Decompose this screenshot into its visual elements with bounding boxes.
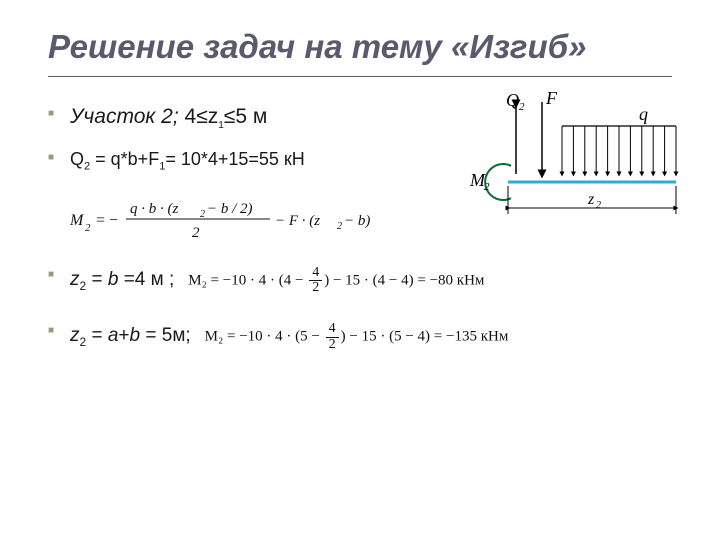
c1-num: 4 bbox=[309, 266, 322, 282]
c2-b: b bbox=[130, 325, 141, 346]
c2-ip: (5 − bbox=[295, 329, 323, 345]
q2-lhs: Q bbox=[70, 149, 84, 169]
svg-text:2: 2 bbox=[192, 225, 200, 241]
svg-text:2: 2 bbox=[200, 209, 205, 220]
c1-b: b bbox=[108, 269, 119, 290]
svg-text:− F · (z: − F · (z bbox=[275, 213, 320, 229]
svg-text:2: 2 bbox=[484, 181, 490, 193]
svg-text:2: 2 bbox=[519, 101, 525, 113]
c1-den: 2 bbox=[309, 281, 322, 296]
svg-text:2: 2 bbox=[337, 221, 342, 232]
svg-text:Q: Q bbox=[506, 90, 519, 110]
c2-post2: − 15 · (5 − 4) = −135 кНм bbox=[346, 329, 509, 345]
c1-z: z bbox=[70, 269, 80, 290]
svg-text:q · b · (z: q · b · (z bbox=[130, 201, 178, 217]
c2-z: z bbox=[70, 325, 80, 346]
svg-text:F: F bbox=[545, 90, 558, 108]
c2-eq: = bbox=[86, 325, 108, 346]
c2-num: 4 bbox=[326, 322, 339, 338]
c1-post2: − 15 · (4 − 4) = −80 кНм bbox=[329, 272, 484, 288]
c1-pre: M₂ = −10 · 4 · bbox=[188, 272, 278, 288]
svg-text:z: z bbox=[587, 191, 595, 208]
c2-a: a bbox=[108, 325, 119, 346]
svg-text:= −: = − bbox=[96, 212, 118, 229]
c2-pre: M₂ = −10 · 4 · bbox=[205, 329, 295, 345]
c1-calc: M₂ = −10 · 4 · (4 − 42) − 15 · (4 − 4) =… bbox=[188, 266, 484, 296]
svg-text:M: M bbox=[70, 212, 85, 229]
bullet-case2: z 2 = a+b = 5м; M₂ = −10 · 4 · (5 − 42) −… bbox=[48, 322, 672, 352]
section-range: 4≤z bbox=[185, 105, 219, 128]
q2-rhs: = 10*4+15=55 кН bbox=[165, 149, 305, 169]
svg-text:− b / 2): − b / 2) bbox=[207, 201, 253, 217]
bullet-case1: z 2 = b =4 м ; M₂ = −10 · 4 · (4 − 42) − … bbox=[48, 266, 672, 296]
c2-calc: M₂ = −10 · 4 · (5 − 42) − 15 · (5 − 4) =… bbox=[205, 322, 509, 352]
beam-diagram: Q2 F q M2 z2 bbox=[450, 90, 690, 230]
c2-post: = 5м; bbox=[140, 325, 191, 346]
svg-text:2: 2 bbox=[596, 200, 601, 211]
c2-den: 2 bbox=[326, 338, 339, 353]
c2-plus: + bbox=[118, 325, 129, 346]
slide-title: Решение задач на тему «Изгиб» bbox=[48, 28, 672, 77]
section-prefix: Участок 2; bbox=[70, 105, 179, 128]
q2-mid: = q*b+F bbox=[90, 149, 159, 169]
c1-post: =4 м ; bbox=[118, 269, 174, 290]
c1-ip: (4 − bbox=[279, 272, 307, 288]
c1-eq: = bbox=[86, 269, 108, 290]
svg-text:q: q bbox=[639, 104, 648, 124]
svg-text:− b): − b) bbox=[344, 213, 370, 229]
section-suffix: ≤5 м bbox=[224, 105, 267, 128]
bullet-list-2: z 2 = b =4 м ; M₂ = −10 · 4 · (4 − 42) − … bbox=[48, 266, 672, 353]
svg-text:2: 2 bbox=[85, 222, 91, 234]
